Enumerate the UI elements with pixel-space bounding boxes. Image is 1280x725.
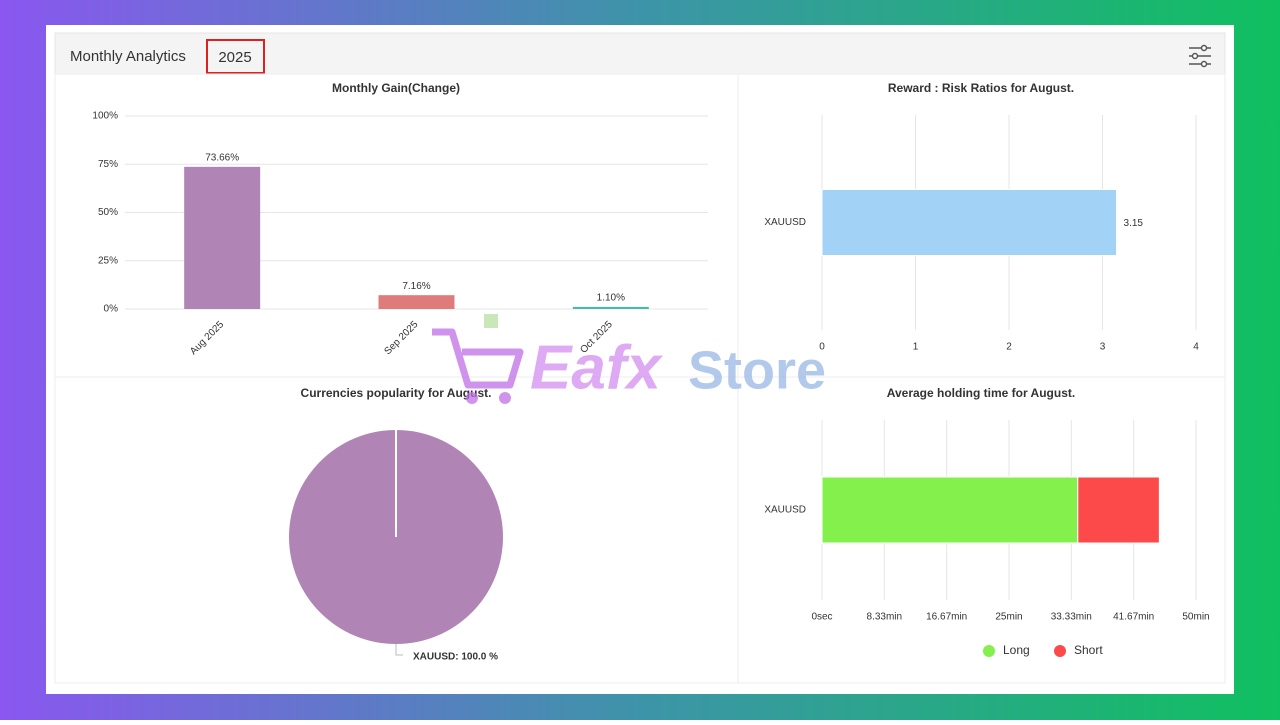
x-tick-label: 0 <box>819 342 825 353</box>
watermark-text: Store <box>688 340 826 400</box>
x-tick-label: 1 <box>913 342 919 353</box>
cart-icon <box>432 328 524 389</box>
y-tick-label: 25% <box>98 255 118 266</box>
grid-frame <box>54 73 1226 684</box>
legend-swatch <box>1054 645 1066 657</box>
legend-label: Short <box>1074 643 1103 657</box>
y-tick-label: XAUUSD <box>764 217 806 228</box>
legend-swatch <box>983 645 995 657</box>
value-label: 3.15 <box>1124 218 1144 229</box>
charts: Monthly Gain(Change) 0% 25% 50% 75% 100% 73.66… <box>92 81 1209 662</box>
legend-label: Long <box>1003 643 1030 657</box>
box-icon <box>484 314 498 328</box>
watermark-text: Eafx <box>530 333 663 402</box>
filter-icon[interactable] <box>1189 44 1211 68</box>
value-label: 73.66% <box>205 152 239 163</box>
x-tick-label: 50min <box>1182 612 1209 623</box>
x-tick-label: 25min <box>995 612 1022 623</box>
y-tick-label: 50% <box>98 207 118 218</box>
bar <box>572 306 649 309</box>
year-text: 2025 <box>218 49 251 66</box>
bar <box>184 166 261 309</box>
year-selector[interactable] <box>206 39 265 74</box>
cart-wheel <box>466 392 478 404</box>
value-label: 1.10% <box>597 293 625 304</box>
x-tick-label: 4 <box>1193 342 1199 353</box>
x-tick-label: 16.67min <box>926 612 967 623</box>
chart-title: Average holding time for August. <box>887 386 1075 400</box>
cart-wheel <box>499 392 511 404</box>
x-tick-label: 0sec <box>811 612 832 623</box>
x-tick-label: 3 <box>1100 342 1106 353</box>
y-tick-label: XAUUSD <box>764 505 806 516</box>
leader-line <box>395 644 403 656</box>
y-tick-label: 0% <box>104 304 119 315</box>
bar <box>378 295 455 309</box>
y-tick-label: 100% <box>92 111 118 122</box>
bar-segment <box>821 476 1079 544</box>
x-tick-label: 2 <box>1006 342 1012 353</box>
y-tick-label: 75% <box>98 159 118 170</box>
chart-title: Monthly Gain(Change) <box>332 81 460 95</box>
watermark: Eafx Store <box>432 314 826 404</box>
bar-segment <box>1077 476 1160 544</box>
value-label: 7.16% <box>402 281 430 292</box>
x-tick-label: 8.33min <box>867 612 903 623</box>
x-tick-label: 41.67min <box>1113 612 1154 623</box>
pie-label: XAUUSD: 100.0 % <box>413 652 498 663</box>
chart-title: Reward : Risk Ratios for August. <box>888 81 1074 95</box>
panel <box>46 25 1234 694</box>
x-tick-label: 33.33min <box>1051 612 1092 623</box>
bar-segment <box>821 189 1118 256</box>
header-title: Monthly Analytics <box>70 48 186 65</box>
chart-title: Currencies popularity for August. <box>301 386 492 400</box>
